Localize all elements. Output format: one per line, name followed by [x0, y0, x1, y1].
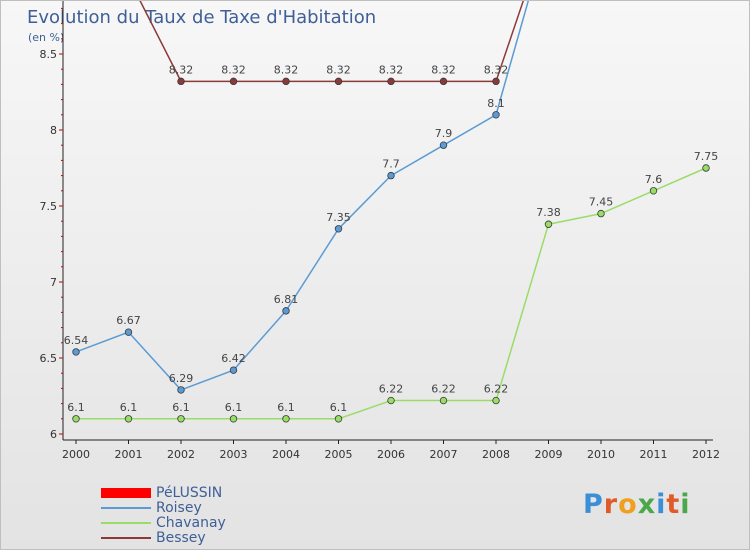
x-tick-label: 2012	[692, 448, 720, 461]
data-label: 8.32	[379, 63, 404, 76]
data-label: 6.67	[116, 314, 141, 327]
data-point	[649, 187, 658, 195]
legend-label: PéLUSSIN	[156, 485, 223, 501]
proxiti-logo: Proxiti	[583, 489, 691, 520]
x-tick-label: 2011	[640, 448, 668, 461]
data-point	[72, 348, 80, 356]
legend-label: Chavanay	[156, 515, 226, 531]
data-point	[492, 396, 500, 405]
y-tick-label: 8.5	[40, 48, 58, 61]
y-tick-label: 7.5	[40, 200, 58, 213]
data-label: 8.32	[169, 63, 194, 76]
x-tick-label: 2001	[115, 448, 143, 461]
data-point	[439, 396, 448, 405]
data-label: 6.22	[431, 383, 456, 396]
data-label: 6.1	[67, 401, 85, 414]
x-tick-label: 2006	[377, 448, 405, 461]
data-point	[177, 77, 185, 86]
x-tick-label: 2003	[220, 448, 248, 461]
data-point	[334, 415, 343, 423]
data-point	[597, 209, 605, 218]
data-point	[177, 386, 185, 394]
legend-swatch	[101, 507, 151, 509]
data-label: 6.22	[379, 383, 404, 396]
x-tick-label: 2008	[482, 448, 510, 461]
data-point	[387, 396, 395, 405]
y-tick-label: 7	[50, 276, 57, 289]
data-label: 7.9	[435, 127, 453, 140]
data-label: 7.45	[589, 196, 614, 209]
data-label: 7.35	[326, 211, 351, 224]
data-point	[702, 164, 710, 172]
data-label: 8.32	[326, 63, 351, 76]
data-point	[387, 77, 395, 86]
logo-letter: i	[680, 489, 691, 520]
legend-swatch	[101, 522, 151, 524]
logo-letter: i	[656, 489, 667, 520]
x-tick-label: 2002	[167, 448, 195, 461]
data-label: 6.29	[169, 372, 194, 385]
legend-swatch	[101, 488, 151, 498]
data-label: 6.1	[330, 401, 348, 414]
chart-subtitle: (en %)	[28, 31, 65, 44]
logo-letter: r	[603, 489, 619, 520]
data-label: 7.38	[536, 206, 561, 219]
data-point	[282, 307, 290, 315]
data-label: 6.54	[64, 334, 89, 347]
data-label: 6.1	[225, 401, 243, 414]
data-label: 8.1	[487, 97, 505, 110]
x-tick-label: 2007	[430, 448, 458, 461]
x-tick-label: 2004	[272, 448, 300, 461]
data-point	[492, 77, 500, 86]
y-tick-label: 6	[50, 428, 57, 441]
data-point	[439, 77, 448, 86]
data-point	[282, 415, 290, 423]
data-point	[124, 328, 133, 336]
data-point	[229, 77, 238, 86]
data-label: 6.1	[172, 401, 190, 414]
x-tick-label: 2005	[325, 448, 353, 461]
logo-letter: x	[637, 489, 657, 520]
logo-letter: P	[583, 489, 604, 520]
data-label: 7.6	[645, 173, 663, 186]
y-tick-label: 8	[50, 124, 57, 137]
legend-swatch	[101, 537, 151, 539]
data-point	[544, 220, 553, 228]
data-label: 6.42	[221, 352, 246, 365]
data-label: 8.32	[221, 63, 246, 76]
data-label: 7.75	[694, 150, 719, 163]
data-label: 6.1	[277, 401, 295, 414]
legend-label: Roisey	[156, 500, 202, 516]
data-point	[387, 171, 395, 180]
data-point	[492, 111, 500, 119]
logo-letter: o	[618, 489, 638, 520]
data-label: 6.22	[484, 383, 509, 396]
y-tick-label: 6.5	[40, 352, 58, 365]
data-point	[334, 77, 343, 86]
data-label: 8.32	[431, 63, 456, 76]
data-point	[282, 77, 290, 86]
chart-title: Evolution du Taux de Taxe d'Habitation	[27, 7, 377, 28]
data-label: 7.7	[382, 158, 400, 171]
data-point	[124, 415, 133, 423]
x-tick-label: 2009	[535, 448, 563, 461]
data-point	[334, 225, 343, 233]
data-point	[229, 366, 238, 374]
x-tick-label: 2010	[587, 448, 615, 461]
data-label: 6.1	[120, 401, 138, 414]
data-point	[72, 415, 80, 423]
data-point	[177, 415, 185, 423]
data-label: 6.81	[274, 293, 299, 306]
data-point	[439, 141, 448, 149]
data-label: 8.32	[274, 63, 299, 76]
data-label: 8.32	[484, 63, 509, 76]
legend-label: Bessey	[156, 530, 206, 546]
data-point	[229, 415, 238, 423]
x-tick-label: 2000	[62, 448, 90, 461]
logo-letter: t	[666, 489, 681, 520]
